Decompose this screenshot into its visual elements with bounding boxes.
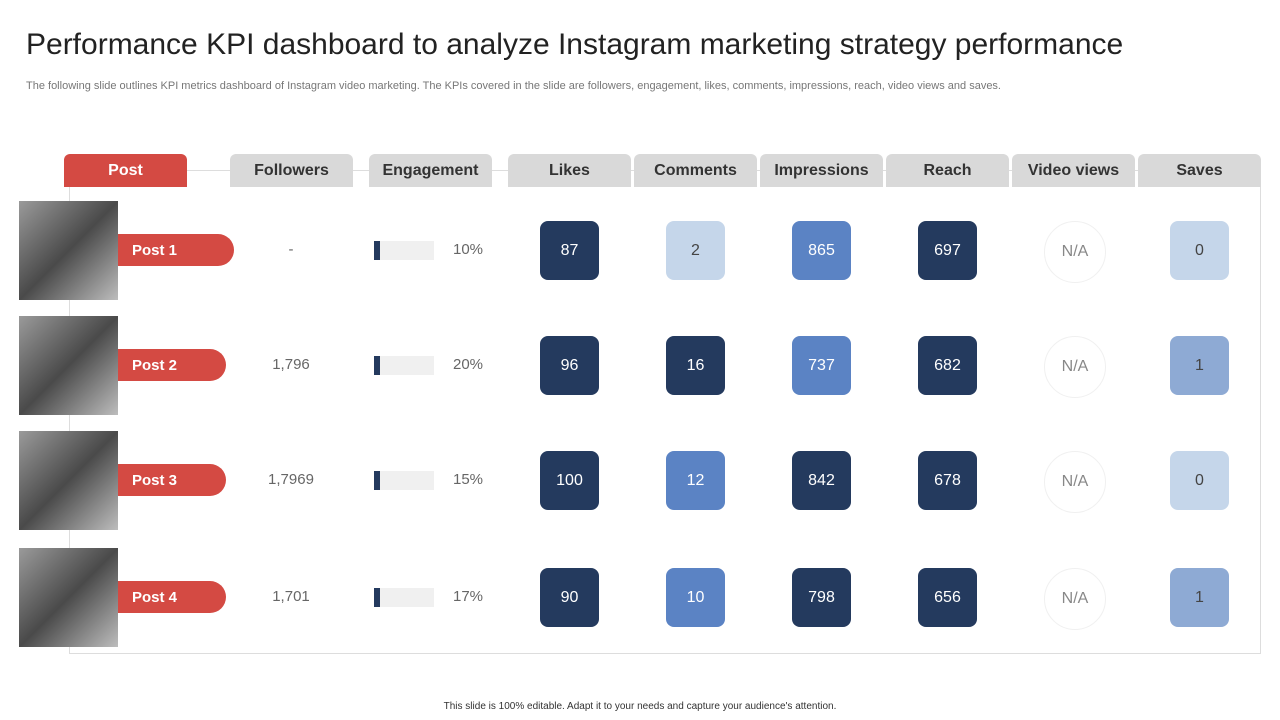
engagement: 20% (452, 356, 484, 373)
kpi-value: 2 (666, 221, 725, 280)
kpi-value: N/A (1044, 451, 1106, 513)
kpi-value: 798 (792, 568, 851, 627)
kpi-value: 697 (918, 221, 977, 280)
footer: This slide is 100% editable. Adapt it to… (443, 701, 837, 712)
column-header: Impressions (760, 154, 883, 187)
column-header: Engagement (369, 154, 492, 187)
subtitle: The following slide outlines KPI metrics… (26, 80, 1001, 92)
kpi-value: 678 (918, 451, 977, 510)
kpi-value: 682 (918, 336, 977, 395)
kpi-value: 100 (540, 451, 599, 510)
followers: 1,701 (272, 588, 310, 605)
engagement-track (374, 356, 434, 375)
engagement-track (374, 588, 434, 607)
engagement: 15% (452, 471, 484, 488)
post-label: Post 4 (118, 581, 226, 613)
kpi-value: 87 (540, 221, 599, 280)
column-header: Reach (886, 154, 1009, 187)
kpi-value: 96 (540, 336, 599, 395)
engagement: 17% (452, 588, 484, 605)
column-header: Saves (1138, 154, 1261, 187)
kpi-value: 12 (666, 451, 725, 510)
engagement: 10% (452, 241, 484, 258)
kpi-value: 90 (540, 568, 599, 627)
post-label: Post 3 (118, 464, 226, 496)
kpi-value: N/A (1044, 336, 1106, 398)
followers: - (288, 241, 294, 258)
kpi-value: 865 (792, 221, 851, 280)
column-header: Comments (634, 154, 757, 187)
post-photo (19, 548, 118, 647)
engagement-track (374, 471, 434, 490)
column-header: Likes (508, 154, 631, 187)
post-photo (19, 201, 118, 300)
kpi-value: 10 (666, 568, 725, 627)
engagement-bar (374, 471, 380, 490)
engagement-bar (374, 241, 380, 260)
column-header: Followers (230, 154, 353, 187)
kpi-value: N/A (1044, 221, 1106, 283)
post-label: Post 2 (118, 349, 226, 381)
title: Performance KPI dashboard to analyze Ins… (26, 28, 1124, 61)
kpi-value: 656 (918, 568, 977, 627)
followers: 1,796 (272, 356, 310, 373)
engagement-bar (374, 356, 380, 375)
column-header: Post (64, 154, 187, 187)
kpi-value: 1 (1170, 336, 1229, 395)
engagement-track (374, 241, 434, 260)
post-photo (19, 431, 118, 530)
column-header: Video views (1012, 154, 1135, 187)
kpi-value: 842 (792, 451, 851, 510)
post-label: Post 1 (118, 234, 234, 266)
kpi-value: 1 (1170, 568, 1229, 627)
kpi-value: 737 (792, 336, 851, 395)
post-photo (19, 316, 118, 415)
kpi-value: N/A (1044, 568, 1106, 630)
kpi-value: 0 (1170, 451, 1229, 510)
followers: 1,7969 (268, 471, 314, 488)
kpi-value: 16 (666, 336, 725, 395)
engagement-bar (374, 588, 380, 607)
kpi-value: 0 (1170, 221, 1229, 280)
